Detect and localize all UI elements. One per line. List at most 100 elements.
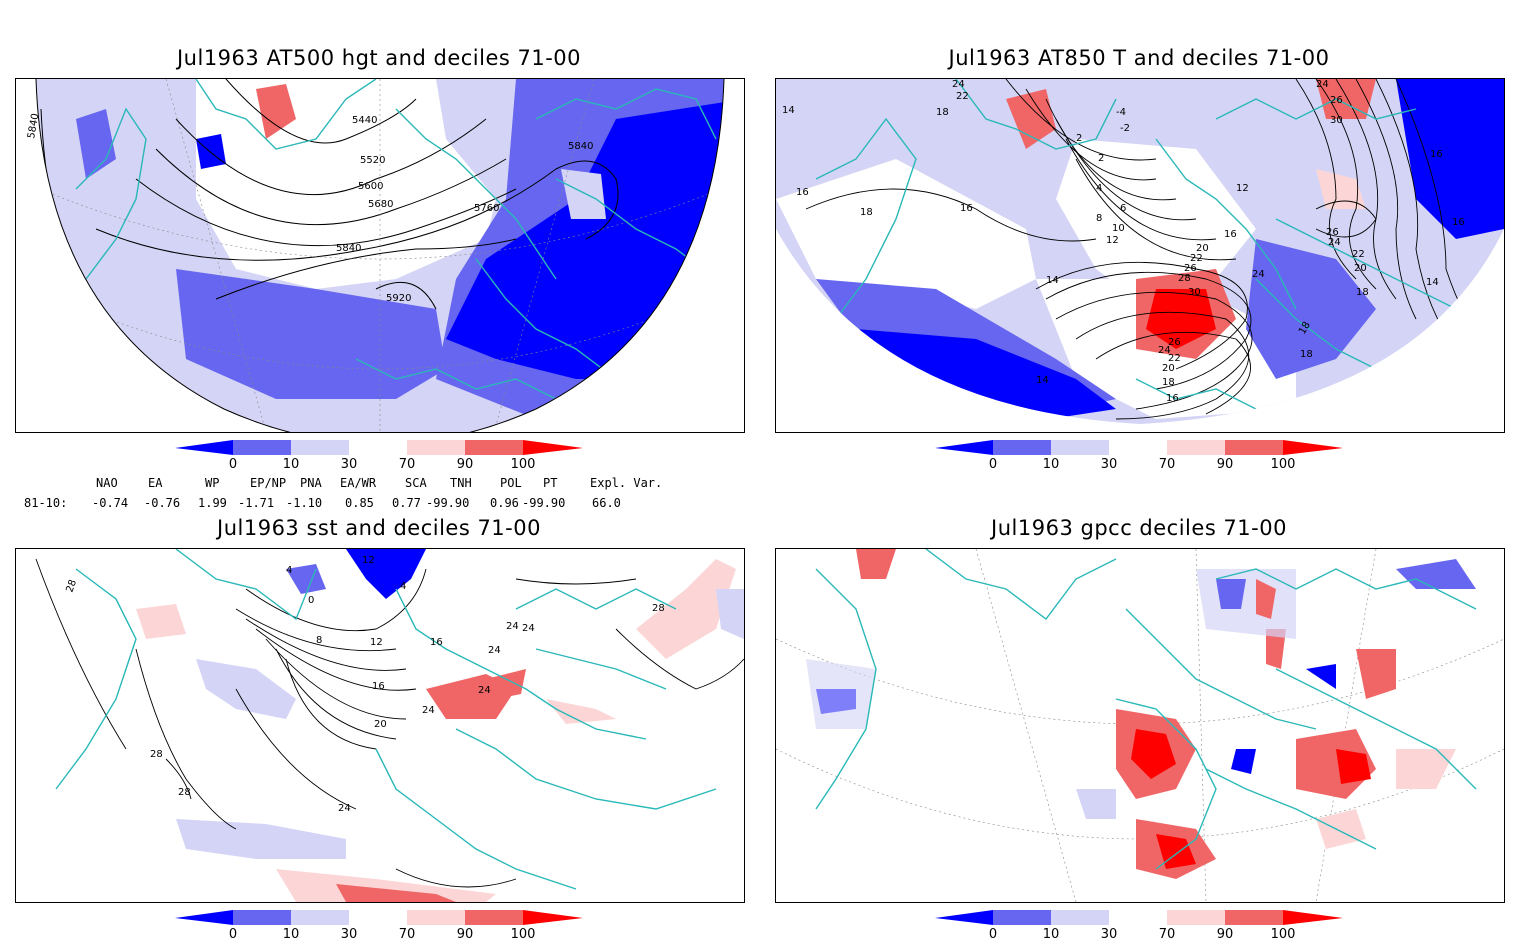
map-panel-500hgt: 5840 5440 5520 5600 5680 5760 5840 5840 … (15, 78, 745, 433)
contour-label: 24 (488, 645, 501, 656)
colorbar-tick: 10 (282, 457, 300, 472)
contour-label: -4 (1116, 107, 1126, 118)
contour-label: 24 (1158, 345, 1171, 356)
contour-label: 18 (1162, 377, 1175, 388)
index-value: 1.99 (198, 496, 227, 510)
contour-label: 18 (860, 207, 873, 218)
colorbar-segment (1225, 910, 1283, 925)
contour-label: 12 (1236, 183, 1249, 194)
index-header: PNA (300, 476, 322, 490)
colorbar-tick: 90 (1216, 927, 1234, 942)
contour-label: 5680 (368, 199, 393, 210)
contour-label: 30 (1188, 287, 1201, 298)
colorbar-segment (1051, 440, 1109, 455)
contour-label: 24 (1252, 269, 1265, 280)
contour-label: 20 (1196, 243, 1209, 254)
colorbar-tick: 100 (510, 457, 536, 472)
map-panel-sst: 12 4 0 4 8 12 16 20 24 28 28 28 24 24 24… (15, 548, 745, 903)
colorbar-tick: 30 (1100, 927, 1118, 942)
contour-label: 28 (1178, 273, 1191, 284)
map-panel-gpcc (775, 548, 1505, 903)
contour-label: 24 (1316, 79, 1329, 90)
colorbar-segment (1109, 440, 1167, 455)
colorbar-tick: 10 (282, 927, 300, 942)
colorbar-segment (1283, 910, 1343, 925)
panel-title-3: Jul1963 sst and deciles 71-00 (217, 516, 541, 540)
index-header: NAO (96, 476, 118, 490)
contour-label: 10 (1112, 223, 1125, 234)
panel-title-4: Jul1963 gpcc deciles 71-00 (991, 516, 1287, 540)
colorbar-segment (993, 440, 1051, 455)
colorbar-segment (407, 910, 465, 925)
contour-label: 28 (652, 603, 665, 614)
contour-label: 5840 (568, 141, 593, 152)
contour-label: 5760 (474, 203, 499, 214)
index-value: -0.74 (92, 496, 129, 510)
contour-label: 16 (430, 637, 443, 648)
colorbar-tick: 30 (1100, 457, 1118, 472)
colorbar-tick: 30 (340, 457, 358, 472)
colorbar-tick: 70 (1158, 457, 1176, 472)
contour-label: 26 (1330, 95, 1343, 106)
colorbar-segment (1051, 910, 1109, 925)
contour-label: 30 (1330, 115, 1343, 126)
contour-label: 5600 (358, 181, 383, 192)
colorbar-tick: 90 (456, 927, 474, 942)
contour-label: 12 (1106, 235, 1119, 246)
contour-label: 5840 (26, 113, 41, 140)
index-value: -1.10 (286, 496, 323, 510)
colorbar-segment (1109, 910, 1167, 925)
colorbar-segment (233, 440, 291, 455)
contour-label: 24 (952, 79, 965, 90)
contour-label: 14 (1046, 275, 1059, 286)
contour-label: 5440 (352, 115, 377, 126)
contour-label: 16 (1166, 393, 1179, 404)
contour-label: 26 (1168, 337, 1181, 348)
colorbar-segment (1225, 440, 1283, 455)
colorbar-segment (1167, 910, 1225, 925)
contour-label: 2 (1098, 153, 1104, 164)
contour-label: 16 (1430, 149, 1443, 160)
contour-label: 16 (1452, 217, 1465, 228)
index-header: WP (205, 476, 220, 490)
colorbar-segment (349, 440, 407, 455)
contour-label: 14 (1426, 277, 1439, 288)
contour-label: 28 (178, 787, 191, 798)
contour-label: 16 (960, 203, 973, 214)
contour-label: 8 (316, 635, 322, 646)
colorbar-tick: 70 (398, 927, 416, 942)
colorbar-panel-4: 0 10 30 70 90 100 (935, 910, 1355, 946)
colorbar-tick: 90 (456, 457, 474, 472)
contour-label: 2 (1076, 133, 1082, 144)
colorbar-tick: 0 (988, 457, 998, 472)
colorbar-tick: 100 (510, 927, 536, 942)
colorbar-segment (291, 910, 349, 925)
colorbar-segment (465, 440, 523, 455)
index-value: -99.90 (522, 496, 566, 510)
contour-label: 24 (338, 803, 351, 814)
colorbar-segment (993, 910, 1051, 925)
index-value: 66.0 (592, 496, 621, 510)
colorbar-tick: 0 (228, 457, 238, 472)
contour-label: 6 (1120, 203, 1126, 214)
contour-label: 20 (374, 719, 387, 730)
index-header: POL (500, 476, 522, 490)
colorbar-segment (1167, 440, 1225, 455)
colorbar-segment (175, 910, 233, 925)
index-header: Expl. Var. (590, 476, 663, 490)
contour-label: 24 (506, 621, 519, 632)
colorbar-tick: 70 (1158, 927, 1176, 942)
colorbar-tick: 90 (1216, 457, 1234, 472)
colorbar-tick: 70 (398, 457, 416, 472)
index-header: TNH (450, 476, 472, 490)
index-value: 0.85 (345, 496, 374, 510)
colorbar-segment (1283, 440, 1343, 455)
contour-label: 16 (1224, 229, 1237, 240)
colorbar-segment (291, 440, 349, 455)
colorbar-tick: 10 (1042, 927, 1060, 942)
contour-label: 22 (1168, 353, 1181, 364)
colorbar-segment (935, 440, 993, 455)
contour-label: 24 (478, 685, 491, 696)
contour-label: 24 (422, 705, 435, 716)
colorbar-tick: 0 (228, 927, 238, 942)
